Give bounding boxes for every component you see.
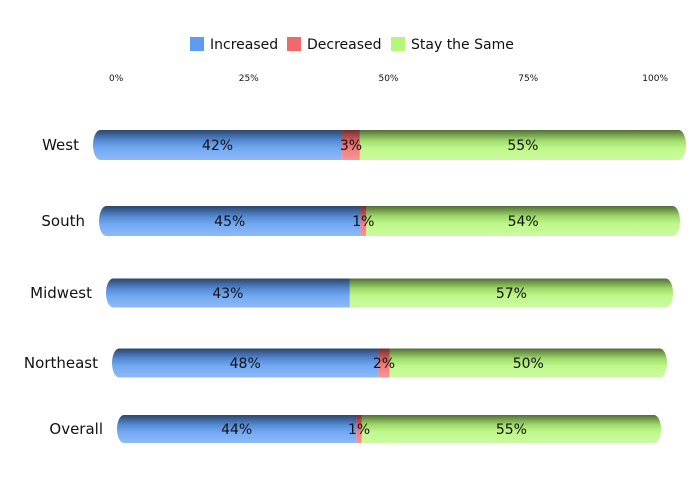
legend-swatch-decreased <box>287 37 301 51</box>
bar-row-south: South 45% 1% 54% <box>41 206 680 236</box>
data-label-west-decreased: 3% <box>340 138 362 154</box>
legend-swatch-increased <box>190 37 204 51</box>
data-label-south-increased: 45% <box>214 214 245 230</box>
legend-label-stay-the-same: Stay the Same <box>411 37 514 53</box>
bar-row-northeast: Northeast 48% 2% 50% <box>24 348 667 378</box>
bar-row-overall: Overall 44% 1% 55% <box>49 415 661 443</box>
bars: West 42% 3% 55% South 45% 1% 54% Midwest 43% 57% No… <box>24 130 686 443</box>
data-label-west-increased: 42% <box>202 138 233 154</box>
category-label-west: West <box>42 136 79 154</box>
x-tick-25: 25% <box>239 74 259 84</box>
data-label-northeast-stay-the-same: 50% <box>513 356 544 372</box>
data-label-overall-stay-the-same: 55% <box>496 422 527 438</box>
data-label-south-decreased: 1% <box>352 214 374 230</box>
category-label-south: South <box>41 212 85 230</box>
bar-row-midwest: Midwest 43% 57% <box>30 278 673 308</box>
bar-shade-south <box>99 206 680 236</box>
data-label-overall-increased: 44% <box>221 422 252 438</box>
bar-row-west: West 42% 3% 55% <box>42 130 686 160</box>
bar-shade-midwest <box>106 278 673 308</box>
category-label-midwest: Midwest <box>30 284 92 302</box>
x-tick-50: 50% <box>378 74 398 84</box>
data-label-northeast-increased: 48% <box>230 356 261 372</box>
legend-label-decreased: Decreased <box>307 37 382 53</box>
bar-shade-northeast <box>112 348 667 378</box>
bar-shade-west <box>93 130 686 160</box>
x-tick-100: 100% <box>642 74 668 84</box>
x-axis-ticks: 0% 25% 50% 75% 100% <box>109 74 668 84</box>
x-tick-0: 0% <box>109 74 124 84</box>
data-label-northeast-decreased: 2% <box>373 356 395 372</box>
bar-shade-overall <box>117 415 661 443</box>
legend-label-increased: Increased <box>210 37 278 53</box>
legend-swatch-stay-the-same <box>391 37 405 51</box>
data-label-south-stay-the-same: 54% <box>508 214 539 230</box>
x-tick-75: 75% <box>518 74 538 84</box>
data-label-midwest-increased: 43% <box>212 286 243 302</box>
data-label-overall-decreased: 1% <box>348 422 370 438</box>
data-label-west-stay-the-same: 55% <box>507 138 538 154</box>
category-label-northeast: Northeast <box>24 354 98 372</box>
data-label-midwest-stay-the-same: 57% <box>496 286 527 302</box>
category-label-overall: Overall <box>49 420 103 438</box>
legend: Increased Decreased Stay the Same <box>190 37 514 53</box>
